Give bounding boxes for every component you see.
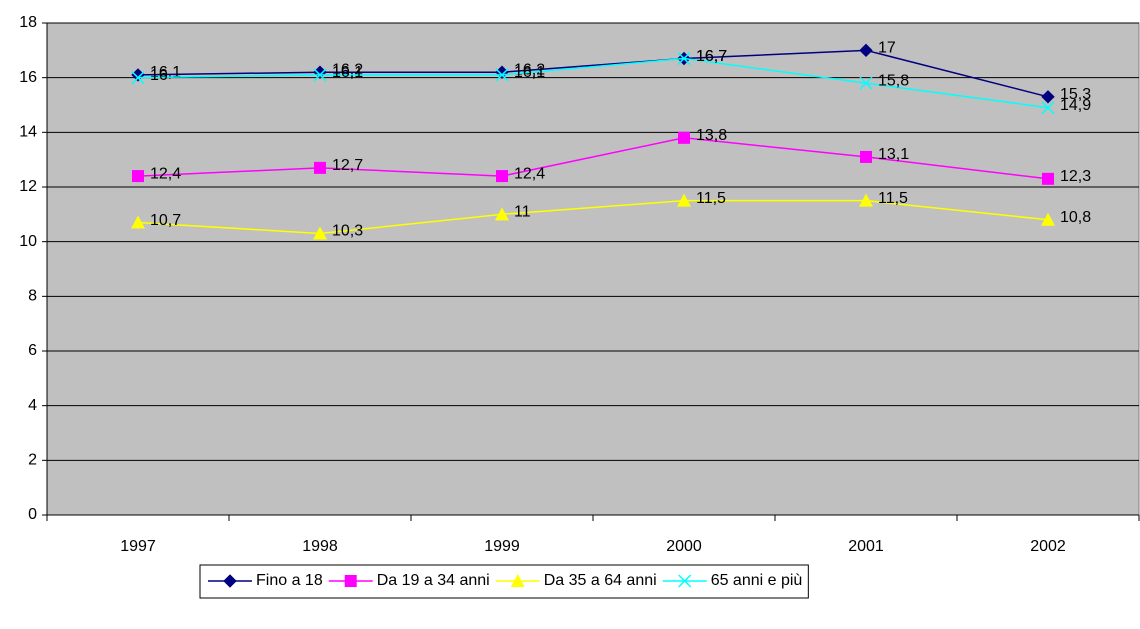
y-tick-label: 14	[19, 124, 37, 141]
y-tick-label: 8	[28, 288, 37, 305]
y-tick-label: 16	[19, 69, 37, 86]
marker	[495, 68, 509, 82]
data-label: 12,4	[150, 165, 181, 182]
data-label: 13,1	[878, 146, 909, 163]
marker	[678, 574, 692, 588]
y-tick-label: 12	[19, 178, 37, 195]
data-label: 15,3	[1060, 86, 1091, 103]
marker	[1041, 90, 1055, 104]
data-label: 10,7	[150, 212, 181, 229]
marker	[132, 170, 144, 183]
data-label: 12,4	[514, 165, 545, 182]
data-label: 11,5	[878, 190, 908, 207]
marker	[859, 193, 873, 207]
marker	[314, 161, 326, 174]
legend-label: Da 19 a 34 anni	[377, 572, 490, 589]
data-label: 12,3	[1060, 168, 1091, 185]
x-tick-label: 1997	[120, 538, 156, 555]
plot-area	[46, 22, 1140, 516]
marker	[496, 170, 508, 183]
x-tick-label: 2002	[1030, 538, 1066, 555]
data-label: 16,7	[696, 48, 727, 65]
marker	[1041, 101, 1055, 115]
marker	[677, 52, 691, 66]
y-tick-label: 6	[28, 342, 37, 359]
marker	[859, 76, 873, 90]
marker	[223, 574, 237, 588]
data-label: 16,2	[514, 61, 545, 78]
marker	[860, 150, 872, 163]
data-label: 15,8	[878, 72, 909, 89]
marker	[1042, 172, 1054, 185]
series-line	[137, 57, 1049, 109]
x-tick-label: 2001	[848, 538, 884, 555]
y-tick-label: 18	[19, 14, 37, 31]
y-tick-label: 0	[28, 506, 37, 523]
legend-label: Da 35 a 64 anni	[544, 572, 657, 589]
y-tick-label: 2	[28, 452, 37, 469]
data-label: 10,8	[1060, 209, 1091, 226]
legend-label: Fino a 18	[256, 572, 323, 589]
marker	[495, 207, 509, 221]
x-tick-label: 1998	[302, 538, 338, 555]
data-label: 14,9	[1060, 97, 1091, 114]
marker	[131, 71, 145, 85]
data-label: 17	[878, 40, 896, 57]
y-tick-label: 10	[19, 233, 37, 250]
data-label: 13,8	[696, 127, 727, 144]
marker	[313, 68, 327, 82]
data-label: 16,1	[332, 64, 363, 81]
marker	[344, 575, 357, 587]
marker	[1041, 212, 1055, 226]
data-label: 16,1	[514, 64, 545, 81]
x-tick-label: 2000	[666, 538, 702, 555]
marker	[510, 574, 525, 587]
legend-label: 65 anni e più	[711, 572, 803, 589]
marker	[313, 226, 327, 240]
marker	[131, 215, 145, 229]
marker	[677, 193, 691, 207]
series-line	[137, 49, 1049, 98]
data-label: 10,3	[332, 223, 363, 240]
data-label: 11,5	[696, 190, 726, 207]
data-label: 11	[514, 204, 531, 221]
legend: Fino a 18 Da 19 a 34 anni Da 35 a 64 anni 6…	[199, 564, 809, 599]
series-line	[137, 199, 1049, 235]
series-line	[137, 137, 1049, 180]
data-label: 16	[150, 67, 168, 84]
marker	[859, 43, 873, 58]
data-label: 12,7	[332, 157, 363, 174]
data-label: 16,2	[332, 61, 363, 78]
x-tick-label: 1999	[484, 538, 520, 555]
y-tick-label: 4	[28, 397, 37, 414]
marker	[678, 131, 690, 144]
